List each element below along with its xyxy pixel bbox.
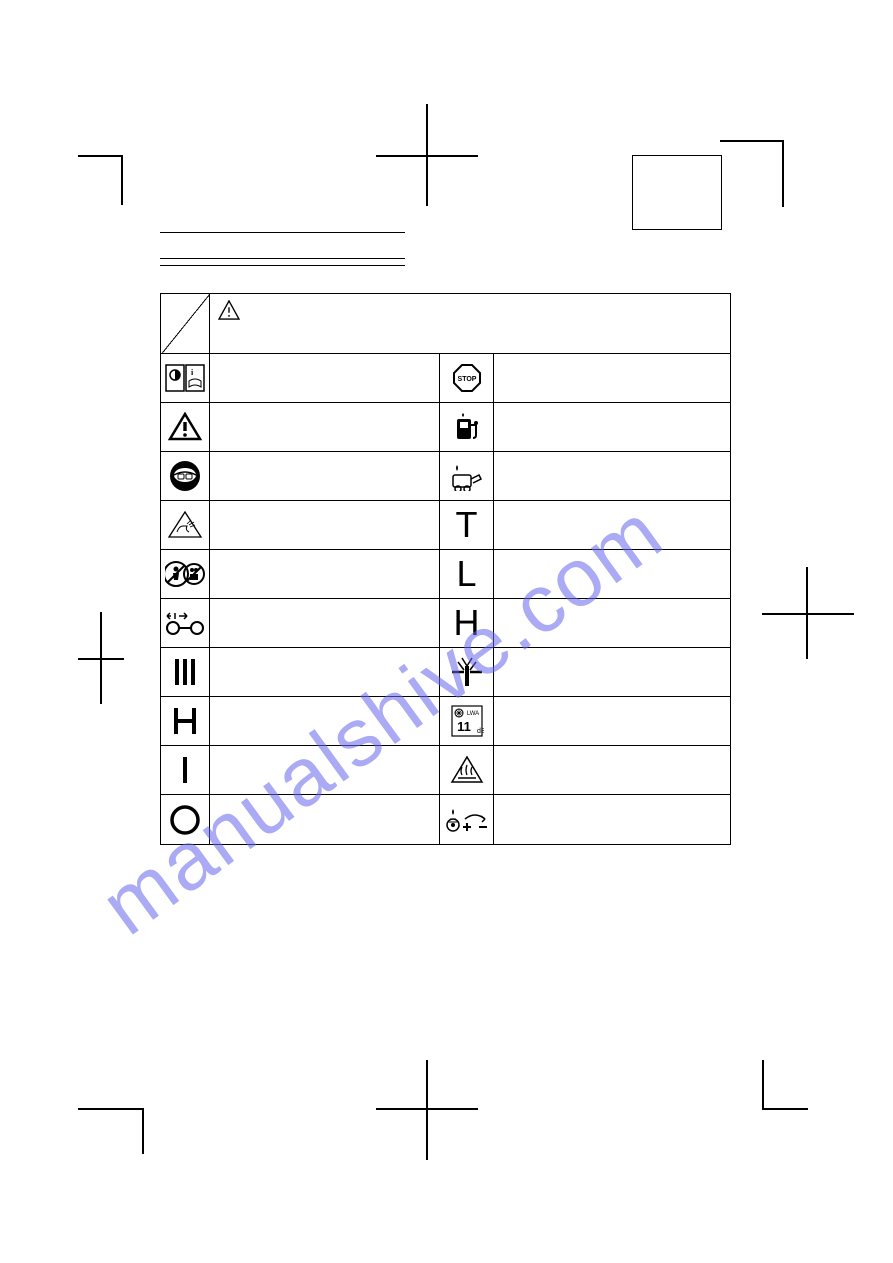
letter-h-icon: H (454, 605, 480, 641)
table-row (161, 795, 730, 844)
noise-unit: dB (477, 728, 484, 735)
circle-outline-icon (168, 803, 202, 837)
table-header-row (161, 294, 730, 354)
crop-box (632, 155, 722, 230)
hot-surface-icon (450, 755, 484, 785)
crop-mark (78, 155, 123, 157)
table-row: LWA 11 dB (161, 697, 730, 746)
adjust-width-icon (165, 610, 205, 636)
table-row: T (161, 501, 730, 550)
crop-mark (142, 1108, 144, 1154)
table-row (161, 452, 730, 501)
three-bars-icon (171, 655, 199, 689)
crop-mark (782, 140, 784, 207)
depth-arrow-icon (450, 654, 484, 690)
crop-mark (806, 567, 808, 659)
crop-mark (762, 613, 854, 615)
crop-mark (720, 140, 784, 142)
table-row: i STOP (161, 354, 730, 403)
svg-text:i: i (191, 368, 194, 377)
crop-mark (100, 612, 102, 704)
crop-mark (78, 1108, 144, 1110)
diagonal-header-cell (161, 294, 210, 353)
symbols-table: i STOP (160, 293, 731, 845)
read-manual-icon: i (165, 361, 205, 395)
warning-triangle-icon (218, 300, 240, 320)
noise-lwa-label: LWA (466, 711, 478, 717)
crop-mark (762, 1060, 764, 1108)
eye-protection-icon (168, 459, 202, 493)
primer-choke-icon (445, 805, 489, 835)
table-row (161, 648, 730, 697)
crop-mark (426, 1060, 428, 1160)
oil-lubricate-icon (449, 461, 485, 491)
letter-l-icon: L (456, 556, 476, 592)
section-title-rule (160, 232, 405, 266)
table-row: H (161, 599, 730, 648)
table-row (161, 403, 730, 452)
letter-t-icon: T (456, 507, 478, 543)
header-warning-cell (210, 294, 730, 353)
hand-hazard-icon (167, 510, 203, 540)
fuel-pump-icon (452, 411, 482, 443)
table-row: L (161, 550, 730, 599)
crop-mark (426, 104, 428, 206)
stop-sign-icon: STOP (452, 363, 482, 393)
crop-mark (762, 1108, 808, 1110)
table-row (161, 746, 730, 795)
noise-level-icon: LWA 11 dB (450, 704, 484, 738)
h-bar-icon (170, 704, 200, 738)
svg-text:STOP: STOP (457, 376, 476, 383)
crop-mark (121, 155, 123, 205)
single-bar-icon (179, 753, 191, 787)
warning-triangle-icon (168, 412, 202, 442)
no-children-icon (165, 558, 205, 590)
noise-value: 11 (457, 719, 471, 734)
